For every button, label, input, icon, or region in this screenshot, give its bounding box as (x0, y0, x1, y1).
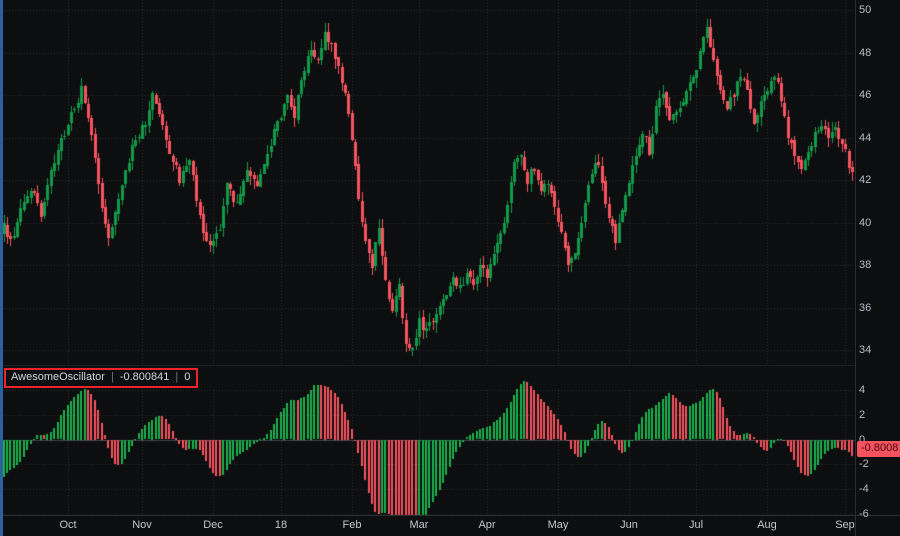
time-axis[interactable]: Oct Nov Dec 18 Feb Mar Apr May Jun Jul Aug Sep (0, 516, 900, 536)
time-axis-label: Apr (478, 519, 496, 531)
price-tick-label: 48 (859, 47, 872, 59)
indicator-name: AwesomeOscillator (11, 371, 105, 383)
time-axis-label: 18 (274, 519, 288, 531)
time-axis-label: Sep (835, 519, 855, 531)
oscillator-tick-label: 4 (859, 384, 866, 396)
time-axis-label: May (547, 519, 569, 531)
pane-separator-line (0, 365, 855, 366)
indicator-value: -0.800841 (119, 371, 170, 383)
axis-separator-line (855, 0, 856, 536)
oscillator-tick-label: -2 (859, 458, 869, 470)
indicator-legend[interactable]: AwesomeOscillator | -0.800841 | 0 (4, 368, 199, 388)
time-axis-label: Jul (688, 519, 704, 531)
oscillator-tick-label: -6 (859, 508, 869, 520)
left-edge-accent (0, 0, 3, 536)
oscillator-tick-label: 2 (859, 409, 866, 421)
time-axis-label: Nov (132, 519, 152, 531)
time-axis-label: Aug (757, 519, 777, 531)
price-tick-label: 50 (859, 4, 872, 16)
time-axis-label: Oct (59, 519, 77, 531)
time-axis-label: Mar (409, 519, 429, 531)
time-axis-separator-line (0, 515, 900, 516)
price-tick-label: 34 (859, 344, 872, 356)
oscillator-tick-label: 0 (859, 434, 866, 446)
price-tick-label: 44 (859, 132, 872, 144)
price-tick-label: 42 (859, 174, 872, 186)
price-tick-label: 40 (859, 217, 872, 229)
price-axis[interactable]: 50 48 46 44 42 40 38 36 34 4 2 0 -2 -4 -6 (856, 0, 900, 520)
legend-separator: | (110, 371, 114, 383)
price-tick-label: 36 (859, 302, 872, 314)
price-tick-label: 46 (859, 89, 872, 101)
time-axis-label: Jun (620, 519, 638, 531)
oscillator-tick-label: -4 (859, 483, 869, 495)
time-axis-label: Dec (203, 519, 223, 531)
price-tick-label: 38 (859, 259, 872, 271)
oscillator-value-badge: -0.8008 (857, 441, 900, 457)
time-axis-label: Feb (342, 519, 362, 531)
indicator-zero-value: 0 (184, 371, 191, 383)
legend-separator: | (175, 371, 179, 383)
